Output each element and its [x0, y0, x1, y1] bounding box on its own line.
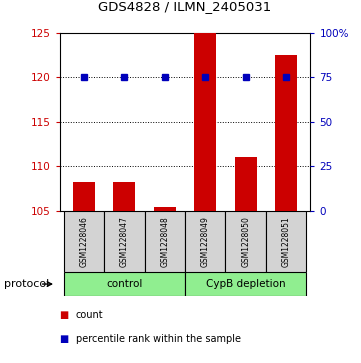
Text: count: count [76, 310, 104, 321]
Bar [194, 33, 216, 211]
Bar [185, 272, 306, 296]
Bar [144, 211, 185, 272]
Bar [113, 182, 135, 211]
Bar [235, 157, 257, 211]
Bar [73, 182, 95, 211]
Bar [104, 211, 144, 272]
Text: GSM1228048: GSM1228048 [160, 216, 169, 267]
Text: GSM1228051: GSM1228051 [282, 216, 291, 267]
Text: protocol: protocol [4, 279, 49, 289]
Bar [154, 207, 176, 211]
Text: CypB depletion: CypB depletion [206, 279, 286, 289]
Bar [266, 211, 306, 272]
Bar [64, 272, 185, 296]
Text: GSM1228046: GSM1228046 [79, 216, 88, 267]
Bar [226, 211, 266, 272]
Text: control: control [106, 279, 143, 289]
Text: GSM1228049: GSM1228049 [201, 216, 210, 267]
Text: GSM1228050: GSM1228050 [241, 216, 250, 267]
Text: GSM1228047: GSM1228047 [120, 216, 129, 267]
Text: ■: ■ [60, 334, 69, 344]
Bar [64, 211, 104, 272]
Text: percentile rank within the sample: percentile rank within the sample [76, 334, 241, 344]
Bar [185, 211, 226, 272]
Bar [275, 55, 297, 211]
Text: GDS4828 / ILMN_2405031: GDS4828 / ILMN_2405031 [99, 0, 271, 13]
Text: ■: ■ [60, 310, 69, 321]
